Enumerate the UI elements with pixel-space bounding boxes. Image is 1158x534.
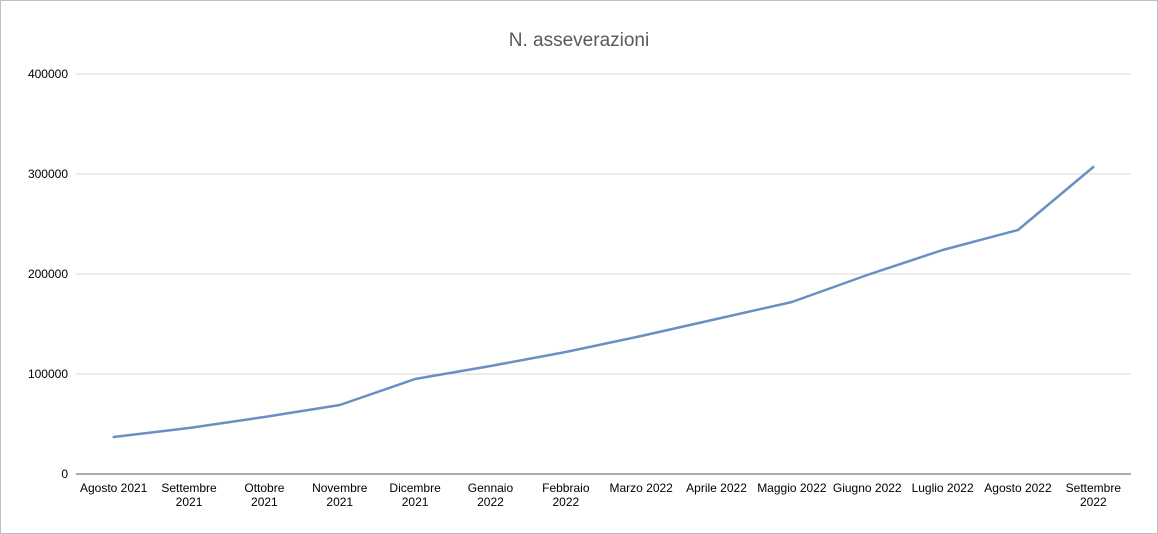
- x-tick-label: Ottobre 2021: [244, 481, 284, 509]
- series-line: [112, 165, 1095, 439]
- x-tick-label: Maggio 2022: [757, 481, 827, 495]
- x-tick-label: Febbraio 2022: [542, 481, 590, 509]
- chart-title: N. asseverazioni: [509, 30, 649, 51]
- y-tick-label: 300000: [28, 167, 68, 181]
- x-tick-label: Novembre 2021: [312, 481, 368, 509]
- x-tick-label: Dicembre 2021: [389, 481, 441, 509]
- y-tick-label: 0: [61, 467, 68, 481]
- y-tick-label: 200000: [28, 267, 68, 281]
- x-tick-label: Marzo 2022: [609, 481, 673, 495]
- x-tick-label: Agosto 2021: [80, 481, 148, 495]
- x-tick-label: Settembre 2021: [161, 481, 217, 509]
- x-tick-label: Aprile 2022: [686, 481, 747, 495]
- y-tick-label: 100000: [28, 367, 68, 381]
- x-tick-label: Gennaio 2022: [468, 481, 514, 509]
- x-tick-label: Luglio 2022: [912, 481, 974, 495]
- x-tick-label: Settembre 2022: [1066, 481, 1122, 509]
- x-tick-label: Agosto 2022: [984, 481, 1052, 495]
- y-tick-label: 400000: [28, 67, 68, 81]
- x-tick-label: Giugno 2022: [833, 481, 902, 495]
